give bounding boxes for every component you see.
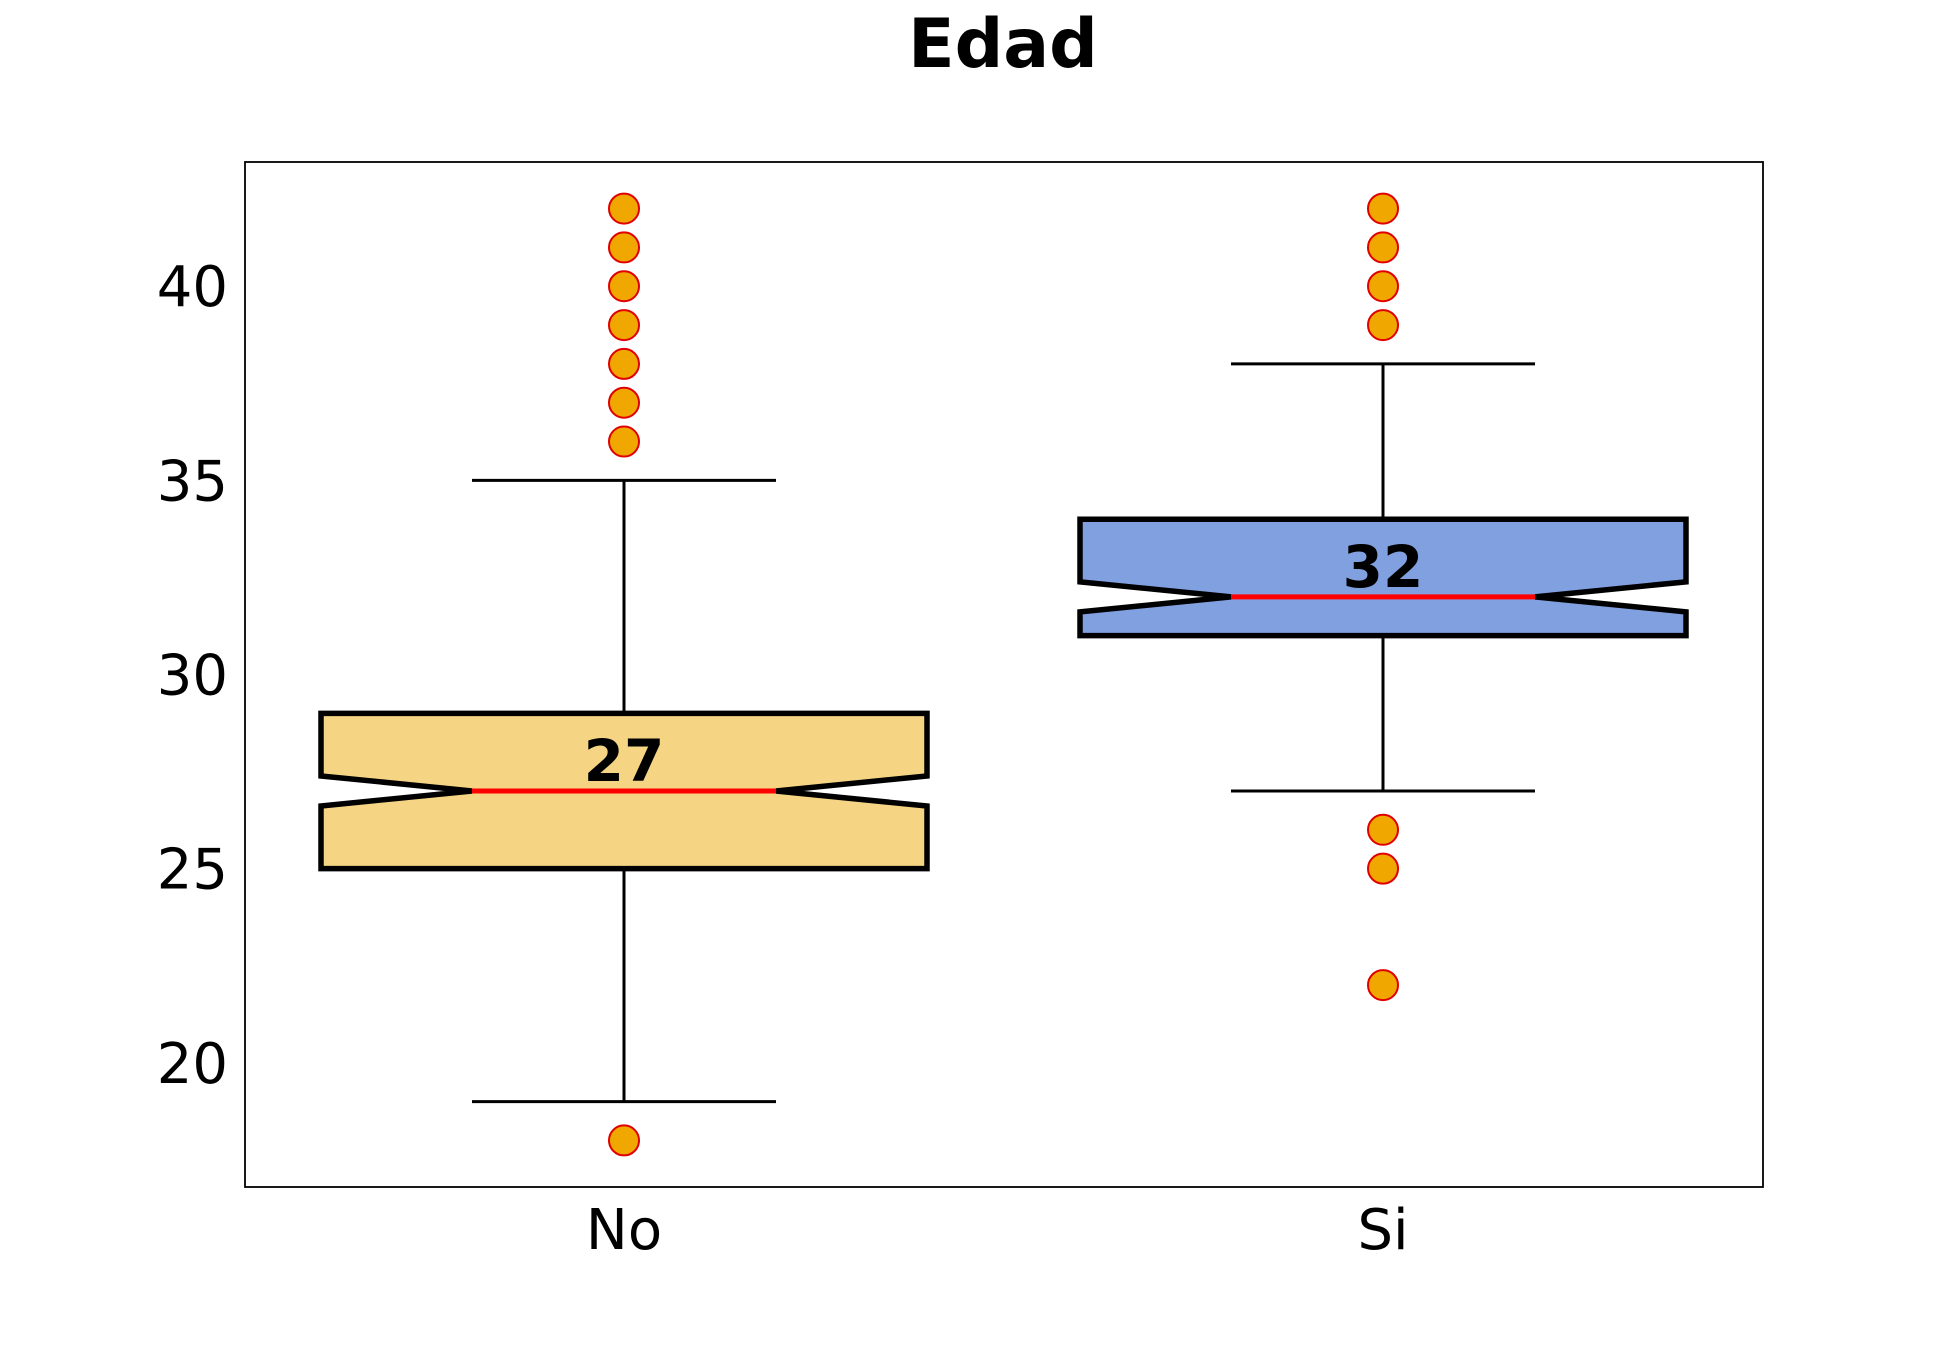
median-label: 32 [1343,533,1424,601]
outlier-point [609,1125,639,1155]
outlier-point [609,194,639,224]
x-tick-label: Si [1357,1198,1408,1263]
box-group-no: 27 [321,194,927,1156]
outlier-point [609,232,639,262]
y-tick-label: 40 [157,255,228,320]
y-tick-label: 30 [157,644,228,709]
outlier-point [1368,815,1398,845]
outlier-point [609,271,639,301]
chart-title: Edad [908,5,1098,84]
outlier-point [609,310,639,340]
box-group-si: 32 [1080,194,1686,1001]
y-tick-label: 20 [157,1032,228,1097]
x-tick-label: No [586,1198,662,1263]
outlier-point [1368,194,1398,224]
outlier-point [1368,970,1398,1000]
y-axis: 20 25 30 35 40 [157,255,228,1097]
plot-frame [245,162,1763,1187]
y-tick-label: 25 [157,838,228,903]
outlier-point [1368,854,1398,884]
outlier-point [609,388,639,418]
outlier-point [609,349,639,379]
median-label: 27 [584,727,665,795]
outlier-point [1368,271,1398,301]
boxes-layer: 27 32 [321,194,1686,1156]
outlier-point [609,427,639,457]
outlier-point [1368,232,1398,262]
x-axis: No Si [586,1198,1409,1263]
outlier-point [1368,310,1398,340]
y-tick-label: 35 [157,449,228,514]
